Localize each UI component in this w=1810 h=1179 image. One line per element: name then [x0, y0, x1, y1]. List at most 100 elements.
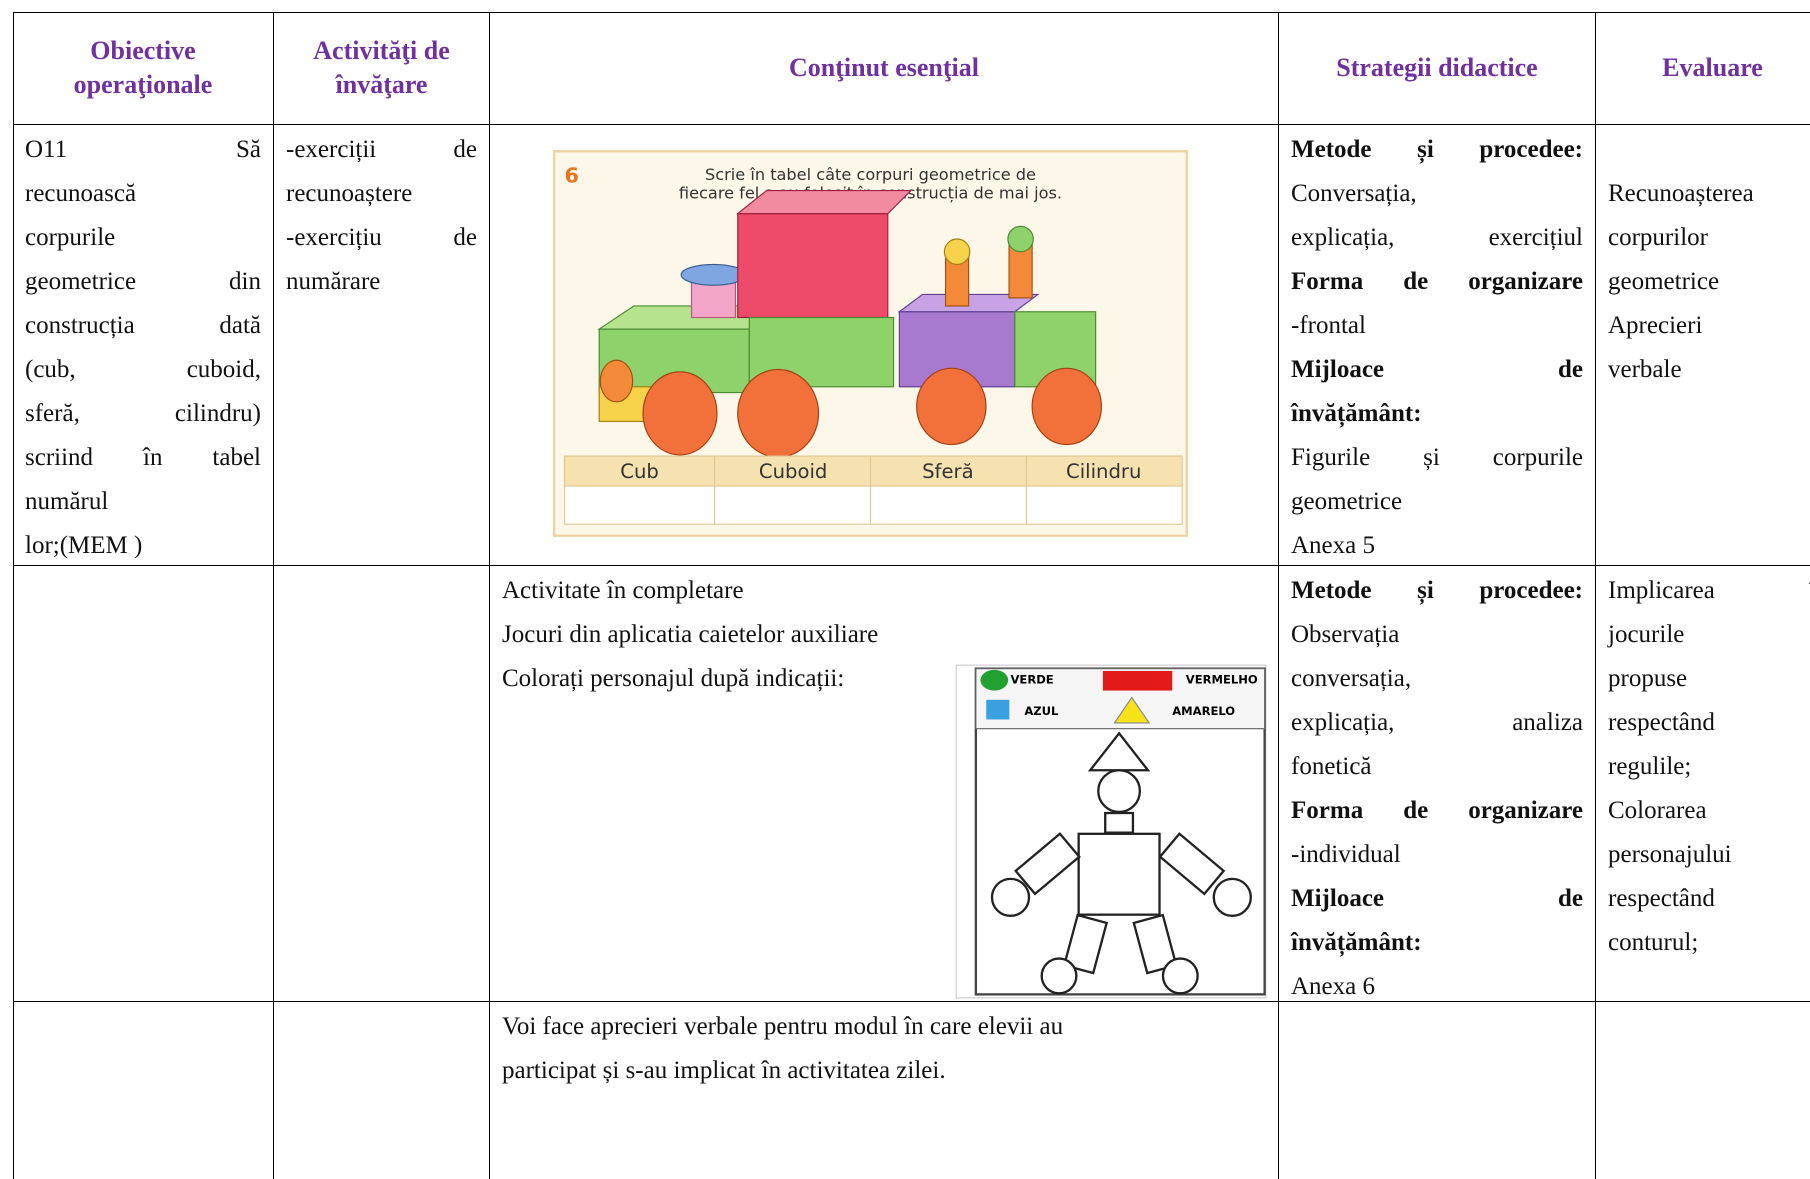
table-header-text: Cub	[620, 460, 659, 483]
wheel	[642, 371, 718, 456]
header-text: Strategii didactice	[1336, 53, 1538, 82]
evaluation-line: Colorarea	[1608, 797, 1707, 824]
strategy-heading: Forma de organizare	[1291, 268, 1583, 295]
robot-part	[1097, 769, 1142, 814]
activity-line: recunoaștere	[286, 180, 413, 207]
shape	[680, 263, 747, 286]
legend-swatch	[980, 669, 1009, 691]
objective-line: (cub, cuboid,	[25, 356, 261, 383]
robot-part	[990, 877, 1031, 917]
evaluation-line: Recunoașterea	[1608, 180, 1754, 207]
strategy-line: explicația, analiza	[1291, 709, 1583, 736]
strategy-line: explicația, exercițiul	[1291, 224, 1583, 251]
activities-cell: -exerciții de recunoaștere -exercițiu de nu…	[274, 125, 490, 566]
evaluation-line: corpurilor	[1608, 224, 1708, 251]
header-cell: Obiective operaţionale	[13, 12, 274, 125]
robot-part	[1158, 832, 1226, 896]
content-line: Colorați personajul după indicații:	[502, 665, 845, 692]
robot-image: VERDE VERMELHO AZUL AMARELO	[955, 664, 1267, 999]
robot-part	[1040, 957, 1078, 995]
robot-part	[1062, 913, 1109, 975]
evaluation-line: verbale	[1608, 356, 1682, 383]
header-text: Activităţi de	[313, 36, 450, 65]
exercise-instruction: Scrie în tabel câte corpuri geometrice d…	[705, 165, 1036, 184]
content-line: Voi face aprecieri verbale pentru modul …	[502, 1013, 1064, 1040]
robot-part	[1014, 832, 1081, 896]
evaluation-cell	[1596, 1002, 1810, 1179]
objective-line: numărul	[25, 488, 109, 515]
robot-part	[1132, 913, 1178, 975]
wheel	[916, 367, 987, 446]
shape	[943, 238, 971, 265]
evaluation-line: regulile;	[1608, 753, 1692, 780]
content-line: Jocuri din aplicatia caietelor auxiliare	[502, 621, 879, 648]
table-body	[563, 485, 1183, 525]
strategy-line: geometrice	[1291, 488, 1403, 515]
legend-swatch	[1113, 696, 1151, 724]
strategy-heading: învățământ:	[1291, 929, 1422, 956]
objective-line: lor;(MEM )	[25, 532, 143, 559]
objective-line: corpurile	[25, 224, 116, 251]
robot-part	[1077, 832, 1161, 916]
evaluation-line: Aprecieri	[1608, 312, 1703, 339]
strategy-line: -individual	[1291, 841, 1401, 868]
strategies-cell	[1279, 1002, 1596, 1179]
legend-swatch	[1102, 670, 1173, 691]
evaluation-line: propuse	[1608, 665, 1688, 692]
strategy-line: conversația,	[1291, 665, 1412, 692]
strategy-line: Anexa 6	[1291, 973, 1375, 1000]
robot-part	[1104, 811, 1135, 834]
objectives-cell	[13, 566, 274, 1002]
header-text: Evaluare	[1662, 53, 1763, 82]
legend-text: VERMELHO	[1186, 673, 1258, 687]
wheel	[737, 368, 820, 458]
activities-cell	[274, 566, 490, 1002]
shape	[1007, 225, 1034, 253]
strategy-heading: Mijloace de	[1291, 356, 1583, 383]
strategy-line: Figurile și corpurile	[1291, 444, 1583, 471]
evaluation-line: respectând	[1608, 709, 1715, 736]
activity-line: -exerciții de	[286, 136, 477, 163]
table-header-text: Sferă	[922, 460, 974, 483]
strategy-line: Anexa 5	[1291, 532, 1375, 559]
strategy-line: -frontal	[1291, 312, 1366, 339]
legend-text: AMARELO	[1172, 704, 1235, 718]
strategies-cell: Metode și procedee: Conversația, explicați…	[1279, 125, 1596, 566]
shape	[599, 359, 634, 403]
activity-line: numărare	[286, 268, 381, 295]
content-line: Activitate în completare	[502, 577, 744, 604]
evaluation-line: geometrice	[1608, 268, 1720, 295]
legend-text: VERDE	[1011, 673, 1054, 687]
shape	[736, 189, 913, 215]
objective-line: recunoască	[25, 180, 137, 207]
objectives-cell	[13, 1002, 274, 1179]
wheel	[1031, 367, 1102, 446]
objective-line: geometrice din	[25, 268, 261, 295]
activities-cell	[274, 1002, 490, 1179]
header-cell: Strategii didactice	[1279, 12, 1596, 125]
evaluation-cell: Recunoașterea corpurilor geometrice Aprecie…	[1596, 125, 1810, 566]
header-text: Obiective	[90, 36, 196, 65]
strategy-line: fonetică	[1291, 753, 1372, 780]
content-cell: Voi face aprecieri verbale pentru modul …	[490, 1002, 1279, 1179]
table-head-bg	[563, 455, 1183, 487]
strategy-heading: învățământ:	[1291, 400, 1422, 427]
evaluation-line: Implicarea în	[1608, 577, 1810, 604]
content-cell: Activitate în completare Jocuri din aplic…	[490, 566, 1279, 1002]
evaluation-line: personajului	[1608, 841, 1732, 868]
header-cell: Conţinut esenţial	[490, 12, 1279, 125]
objective-line: construcția dată	[25, 312, 261, 339]
table-border-left	[13, 12, 14, 1179]
shape	[737, 213, 889, 319]
exercise-number: 6	[565, 163, 579, 187]
robot-part	[1161, 957, 1199, 995]
header-cell: Evaluare	[1596, 12, 1810, 125]
strategy-heading: Mijloace de	[1291, 885, 1583, 912]
header-text: Conţinut esenţial	[789, 53, 979, 82]
strategies-cell: Metode și procedee: Observația conversația…	[1279, 566, 1596, 1002]
evaluation-line: respectând	[1608, 885, 1715, 912]
table-header-text: Cuboid	[759, 460, 827, 483]
legend-text: AZUL	[1024, 704, 1059, 718]
strategy-heading: Metode și procedee:	[1291, 577, 1583, 604]
